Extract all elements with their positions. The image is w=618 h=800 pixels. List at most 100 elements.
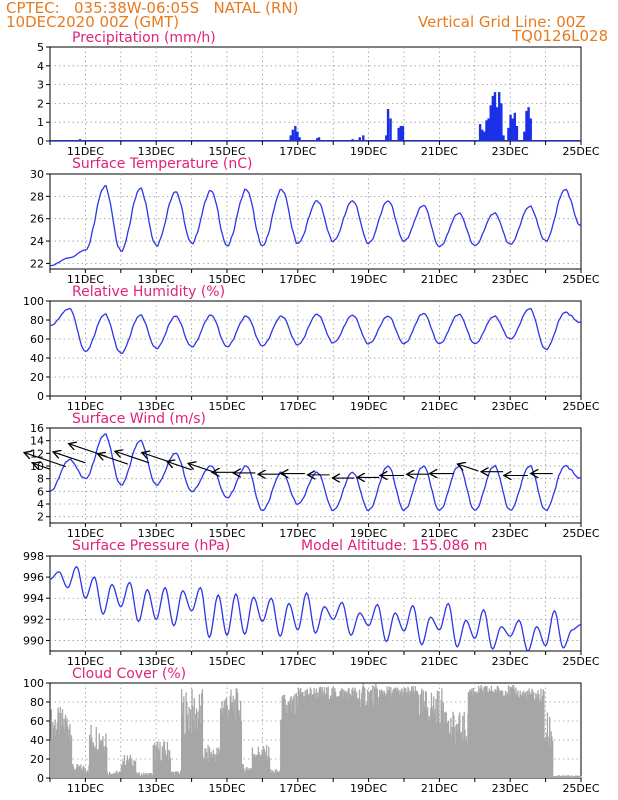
cloud-bar: [241, 763, 244, 778]
x-tick-label: 23DEC: [492, 273, 529, 286]
cloud-bar: [456, 723, 458, 778]
cloud-bar: [259, 754, 261, 778]
cloud-bar: [228, 709, 231, 778]
cloud-bar: [530, 693, 532, 778]
cloud-bar: [271, 771, 274, 778]
cloud-bar: [566, 776, 568, 778]
cloud-bar: [414, 686, 417, 778]
cloud-bar: [300, 693, 303, 778]
precip-bar: [351, 139, 354, 141]
cloud-bar: [532, 692, 535, 778]
cloud-bar: [95, 726, 97, 778]
panel-title: Surface Wind (m/s): [72, 411, 206, 427]
precip-bar: [478, 124, 482, 141]
precip-bar: [294, 125, 297, 141]
precip-bar: [493, 92, 497, 141]
cloud-bar: [254, 758, 257, 778]
cloud-bar: [510, 686, 512, 778]
cloud-bar: [389, 693, 391, 778]
cloud-bar: [96, 751, 98, 778]
cloud-bar: [148, 772, 150, 778]
cloud-bar: [556, 776, 558, 778]
y-tick-label: 14: [30, 435, 44, 448]
cloud-bar: [192, 722, 195, 778]
cloud-bar: [348, 687, 350, 778]
x-tick-label: 17DEC: [279, 782, 316, 795]
cloud-bar: [261, 749, 263, 778]
cloud-bar: [202, 755, 204, 778]
cloud-bar: [575, 775, 578, 778]
precip-bar: [397, 127, 400, 141]
cloud-bar: [560, 776, 562, 778]
cloud-bar: [446, 745, 448, 778]
cloud-bar: [557, 775, 560, 778]
cloud-bar: [578, 775, 580, 778]
series-line: [49, 565, 582, 652]
cloud-bar: [569, 775, 571, 778]
cloud-bar: [108, 771, 111, 778]
cloud-bar: [90, 724, 92, 778]
cloud-bar: [288, 701, 290, 778]
cloud-bar: [86, 770, 89, 778]
cloud-bar: [73, 770, 75, 778]
cloud-bar: [294, 693, 296, 778]
cloud-bar: [98, 733, 100, 778]
cloud-bar: [347, 688, 349, 778]
cloud-bar: [570, 776, 572, 778]
cloud-bar: [523, 690, 525, 778]
panel-title: Cloud Cover (%): [72, 666, 186, 682]
cloud-bar: [120, 764, 123, 778]
cloud-bar: [486, 686, 488, 778]
cloud-bar: [76, 763, 78, 778]
cloud-bar: [290, 695, 292, 778]
cloud-bar: [139, 775, 141, 778]
precip-bar: [298, 137, 301, 141]
cloud-bar: [505, 695, 507, 778]
cloud-bar: [331, 695, 334, 778]
x-tick-label: 11DEC: [67, 527, 104, 540]
cloud-bar: [506, 692, 508, 778]
wind-arrow: [33, 463, 51, 469]
cloud-bar: [103, 750, 106, 778]
cloud-bar: [287, 701, 289, 778]
precip-bar: [500, 103, 503, 141]
cloud-bar: [296, 706, 298, 778]
cloud-bar: [325, 693, 327, 778]
cloud-bar: [283, 698, 285, 778]
cloud-bar: [68, 729, 70, 778]
cloud-bar: [150, 772, 152, 778]
cloud-bar: [361, 686, 364, 778]
cloud-bar: [239, 700, 242, 778]
cloud-bar: [568, 776, 570, 778]
cloud-bar: [130, 764, 132, 778]
cloud-bar: [252, 753, 254, 778]
cloud-bar: [490, 691, 492, 778]
cloud-bar: [123, 763, 125, 778]
cloud-bar: [459, 735, 462, 778]
precip-bar: [483, 131, 486, 141]
cloud-bar: [545, 742, 547, 778]
cloud-bar: [113, 772, 115, 778]
cloud-bar: [149, 773, 152, 778]
cloud-bar: [207, 744, 209, 778]
cloud-bar: [514, 693, 516, 778]
cloud-bar: [398, 689, 400, 778]
cloud-bar: [257, 746, 260, 778]
cloud-bar: [320, 694, 323, 778]
cloud-bar: [122, 760, 124, 778]
cloud-bar: [430, 692, 433, 778]
cloud-bar: [422, 690, 424, 778]
cloud-bar: [278, 772, 280, 778]
cloud-bar: [464, 729, 466, 778]
cloud-bar: [91, 744, 94, 778]
cloud-bar: [451, 726, 453, 778]
header-grid-note: Vertical Grid Line: 00Z: [418, 13, 586, 31]
cloud-bar: [485, 686, 487, 778]
cloud-bar: [472, 688, 475, 778]
cloud-bar: [191, 689, 193, 778]
cloud-bar: [272, 770, 274, 778]
x-tick-label: 21DEC: [421, 273, 458, 286]
cloud-bar: [501, 691, 504, 778]
cloud-bar: [208, 747, 211, 778]
cloud-bar: [77, 764, 79, 778]
